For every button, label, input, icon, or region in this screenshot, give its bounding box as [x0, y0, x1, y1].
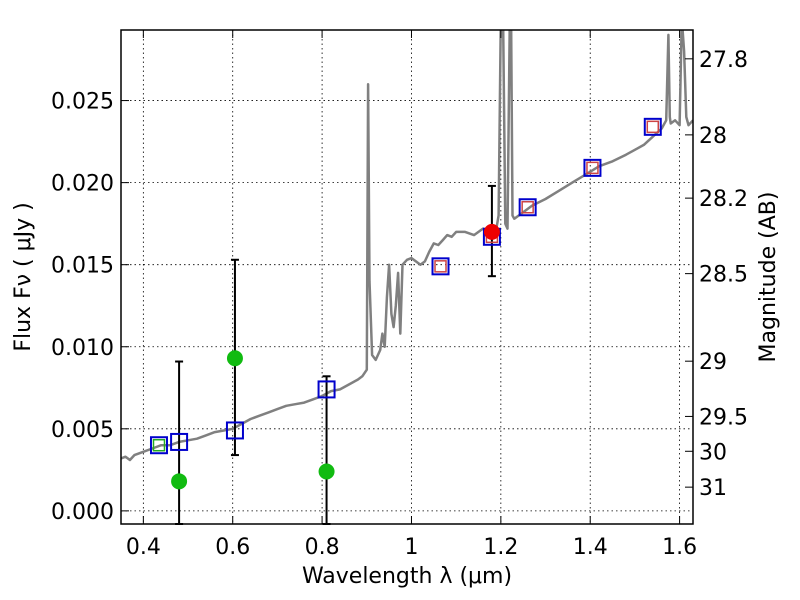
y-tick-label: 0.000: [51, 500, 114, 525]
x-tick-label: 0.4: [126, 535, 161, 560]
observed-optical-point: [226, 350, 243, 367]
y2-tick-label: 30: [699, 440, 727, 465]
y-tick-label: 0.025: [51, 90, 114, 115]
plot-frame: [120, 29, 694, 525]
inner-square-marker: [434, 260, 447, 273]
y2-axis-label: Magnitude (AB): [756, 192, 781, 363]
y-tick-label: 0.010: [51, 336, 114, 361]
model-spectrum-line: [121, 30, 693, 462]
inner-square-marker: [152, 438, 166, 452]
y-axis-label: Flux Fν ( μJy ): [11, 202, 36, 351]
model-photometry-square: [170, 432, 189, 451]
y2-tick-label: 27.8: [699, 48, 748, 73]
model-photometry-square: [225, 421, 244, 440]
model-photometry-square: [149, 436, 168, 455]
inner-square-marker: [586, 161, 599, 175]
model-photometry-square: [431, 257, 450, 276]
observed-optical-point: [318, 463, 335, 480]
x-tick-label: 0.8: [305, 535, 340, 560]
y2-tick-label: 31: [699, 476, 727, 501]
y-tick-label: 0.020: [51, 172, 114, 197]
x-tick-label: 1.4: [573, 535, 608, 560]
y-tick-label: 0.015: [51, 254, 114, 279]
x-tick-label: 0.6: [215, 535, 250, 560]
inner-square-marker: [521, 200, 534, 214]
observed-nir-point: [483, 223, 500, 240]
y2-tick-label: 29.5: [699, 405, 748, 430]
model-photometry-square: [583, 158, 602, 177]
ticks: 0.4 0.6 0.8 1 1.2 1.4 1.6 0.000 0.005 0.010 0.015 0…: [51, 30, 748, 560]
x-tick-label: 1.2: [483, 535, 518, 560]
y2-tick-label: 28.5: [699, 263, 748, 288]
plot-background: [121, 30, 693, 524]
y2-tick-label: 28: [699, 124, 727, 149]
x-tick-label: 1.6: [662, 535, 697, 560]
y2-tick-label: 29: [699, 350, 727, 375]
x-axis-label: Wavelength λ (μm): [302, 564, 512, 589]
y2-tick-label: 28.2: [699, 187, 748, 212]
inner-square-marker: [646, 120, 660, 134]
model-photometry-square: [643, 117, 662, 136]
x-tick-label: 1: [404, 535, 418, 560]
data-layer: [121, 30, 693, 462]
model-photometry-square: [317, 380, 336, 399]
model-photometry-square: [518, 198, 537, 217]
observed-optical-point: [171, 473, 188, 490]
y-tick-label: 0.005: [51, 418, 114, 443]
marker-layer: [149, 117, 662, 525]
